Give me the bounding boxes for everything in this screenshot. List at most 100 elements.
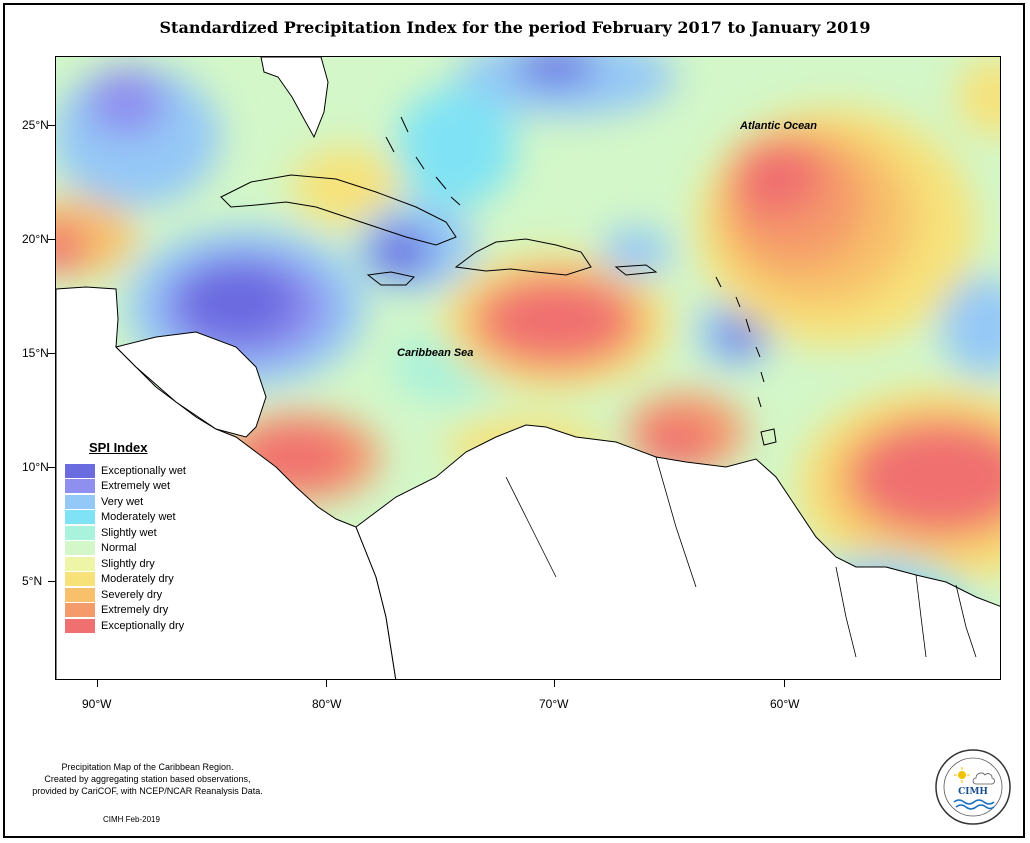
legend-swatch (65, 494, 95, 509)
lon-tick (784, 680, 785, 687)
lat-label-5n: 5°N (22, 574, 43, 588)
legend-swatch (65, 463, 95, 478)
sun-icon (954, 767, 970, 783)
lon-label-80w: 80°W (312, 697, 342, 711)
wave-icon (953, 799, 995, 810)
legend-swatch (65, 556, 95, 571)
map-title: Standardized Precipitation Index for the… (159, 18, 871, 37)
lat-tick (48, 239, 55, 240)
logo-text: CIMH (958, 787, 988, 797)
footnote-line: Precipitation Map of the Caribbean Regio… (61, 762, 234, 772)
wet-area (601, 227, 671, 277)
honduras-nicaragua-land (115, 331, 267, 438)
legend-row: Very wet (65, 494, 195, 510)
lon-tick (326, 680, 327, 687)
legend-row: Normal (65, 541, 195, 557)
dry-area (851, 422, 1000, 532)
legend-row: Slightly dry (65, 556, 195, 572)
borders (505, 456, 977, 658)
dry-area (641, 417, 711, 467)
legend-row: Exceptionally dry (65, 618, 195, 634)
legend-label: Normal (101, 542, 137, 555)
dry-area (486, 281, 626, 357)
lon-label-90w: 90°W (82, 697, 112, 711)
spi-legend: SPI Index Exceptionally wet Extremely wet… (65, 440, 195, 634)
trinidad-island (760, 428, 777, 446)
legend-swatch (65, 541, 95, 556)
hispaniola-island (454, 238, 592, 276)
wet-area (86, 67, 166, 137)
legend-title: SPI Index (89, 440, 148, 455)
border-line (835, 566, 857, 658)
legend-swatch (65, 510, 95, 525)
wet-area (456, 57, 676, 117)
legend-swatch (65, 479, 95, 494)
legend-label: Exceptionally dry (101, 619, 185, 632)
lat-tick (48, 467, 55, 468)
lat-label-25n: 25°N (22, 118, 49, 132)
border-line (915, 574, 927, 658)
cuba-island (220, 174, 457, 246)
dry-area (731, 137, 821, 217)
cloud-icon (972, 772, 995, 785)
lat-tick (48, 581, 55, 582)
legend-label: Extremely wet (101, 480, 171, 493)
lat-tick (48, 353, 55, 354)
jamaica-island (366, 271, 416, 286)
footnote-line: provided by CariCOF, with NCEP/NCAR Rean… (32, 786, 263, 796)
legend-label: Slightly wet (101, 526, 157, 539)
legend-label: Exceptionally wet (101, 464, 186, 477)
border-line (655, 456, 697, 588)
wet-area (396, 87, 516, 207)
lon-tick (554, 680, 555, 687)
lon-tick (97, 680, 98, 687)
date-stamp: CIMH Feb-2019 (103, 815, 160, 824)
lat-label-15n: 15°N (22, 346, 49, 360)
wet-area (516, 57, 596, 85)
lon-label-70w: 70°W (539, 697, 569, 711)
dry-area (56, 222, 86, 272)
legend-row: Extremely wet (65, 479, 195, 495)
lon-label-60w: 60°W (770, 697, 800, 711)
legend-row: Slightly wet (65, 525, 195, 541)
wet-area (371, 227, 431, 277)
lat-label-10n: 10°N (22, 460, 49, 474)
legend-row: Extremely dry (65, 603, 195, 619)
legend-swatch (65, 587, 95, 602)
cimh-logo: CIMH (935, 749, 1011, 825)
legend-rows: Exceptionally wet Extremely wet Very wet Mo… (65, 463, 195, 634)
wet-area (941, 277, 1000, 377)
legend-swatch (65, 618, 95, 633)
lat-tick (48, 125, 55, 126)
border-line (505, 476, 557, 578)
dry-area (956, 57, 1000, 137)
lesser-antilles-islands (715, 276, 765, 408)
wet-area (176, 262, 296, 342)
spi-map-canvas (56, 57, 1000, 679)
footnote: Precipitation Map of the Caribbean Regio… (10, 761, 285, 797)
caribbean-sea-label: Caribbean Sea (397, 347, 474, 359)
legend-row: Exceptionally wet (65, 463, 195, 479)
border-line (955, 584, 977, 658)
legend-label: Slightly dry (101, 557, 155, 570)
lat-label-20n: 20°N (22, 232, 49, 246)
legend-swatch (65, 603, 95, 618)
legend-label: Severely dry (101, 588, 163, 601)
land-masses (56, 57, 1000, 679)
footnote-line: Created by aggregating station based obs… (44, 774, 251, 784)
bahamas-islands (385, 116, 461, 206)
puerto-rico-island (614, 264, 658, 276)
legend-swatch (65, 572, 95, 587)
legend-swatch (65, 525, 95, 540)
spi-map (55, 56, 1001, 680)
south-america-land (355, 424, 1000, 679)
legend-row: Moderately wet (65, 510, 195, 526)
dry-area (291, 147, 401, 227)
legend-label: Moderately wet (101, 511, 176, 524)
atlantic-ocean-label: Atlantic Ocean (740, 120, 818, 132)
legend-label: Extremely dry (101, 604, 169, 617)
legend-label: Very wet (101, 495, 144, 508)
florida-land (260, 57, 329, 139)
legend-label: Moderately dry (101, 573, 174, 586)
islands (220, 116, 777, 446)
